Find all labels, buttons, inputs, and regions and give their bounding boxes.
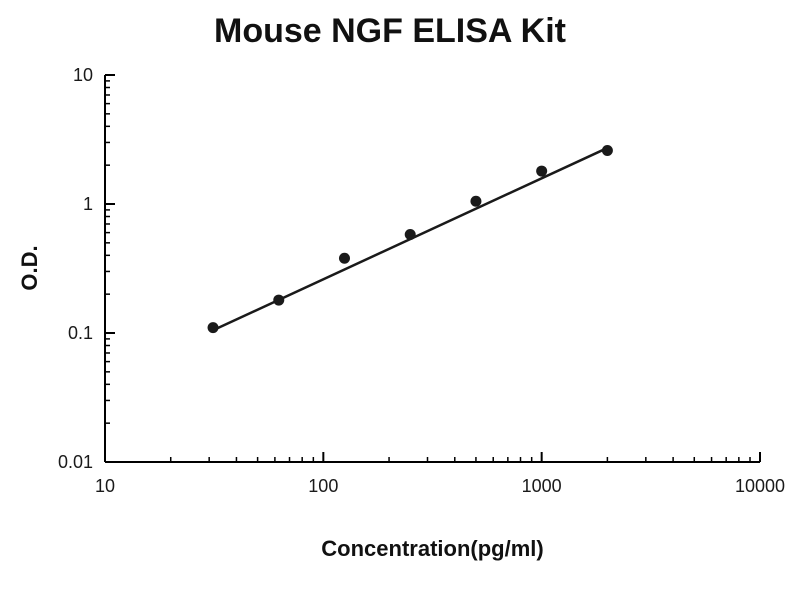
y-axis-label: O.D. [17, 245, 42, 291]
svg-text:10: 10 [73, 65, 93, 85]
svg-text:1: 1 [83, 194, 93, 214]
svg-text:10000: 10000 [735, 476, 785, 496]
x-axis-label: Concentration(pg/ml) [321, 536, 544, 561]
svg-text:1000: 1000 [522, 476, 562, 496]
svg-text:0.1: 0.1 [68, 323, 93, 343]
svg-text:100: 100 [308, 476, 338, 496]
svg-text:0.01: 0.01 [58, 452, 93, 472]
svg-text:10: 10 [95, 476, 115, 496]
chart-title: Mouse NGF ELISA Kit [214, 12, 566, 50]
